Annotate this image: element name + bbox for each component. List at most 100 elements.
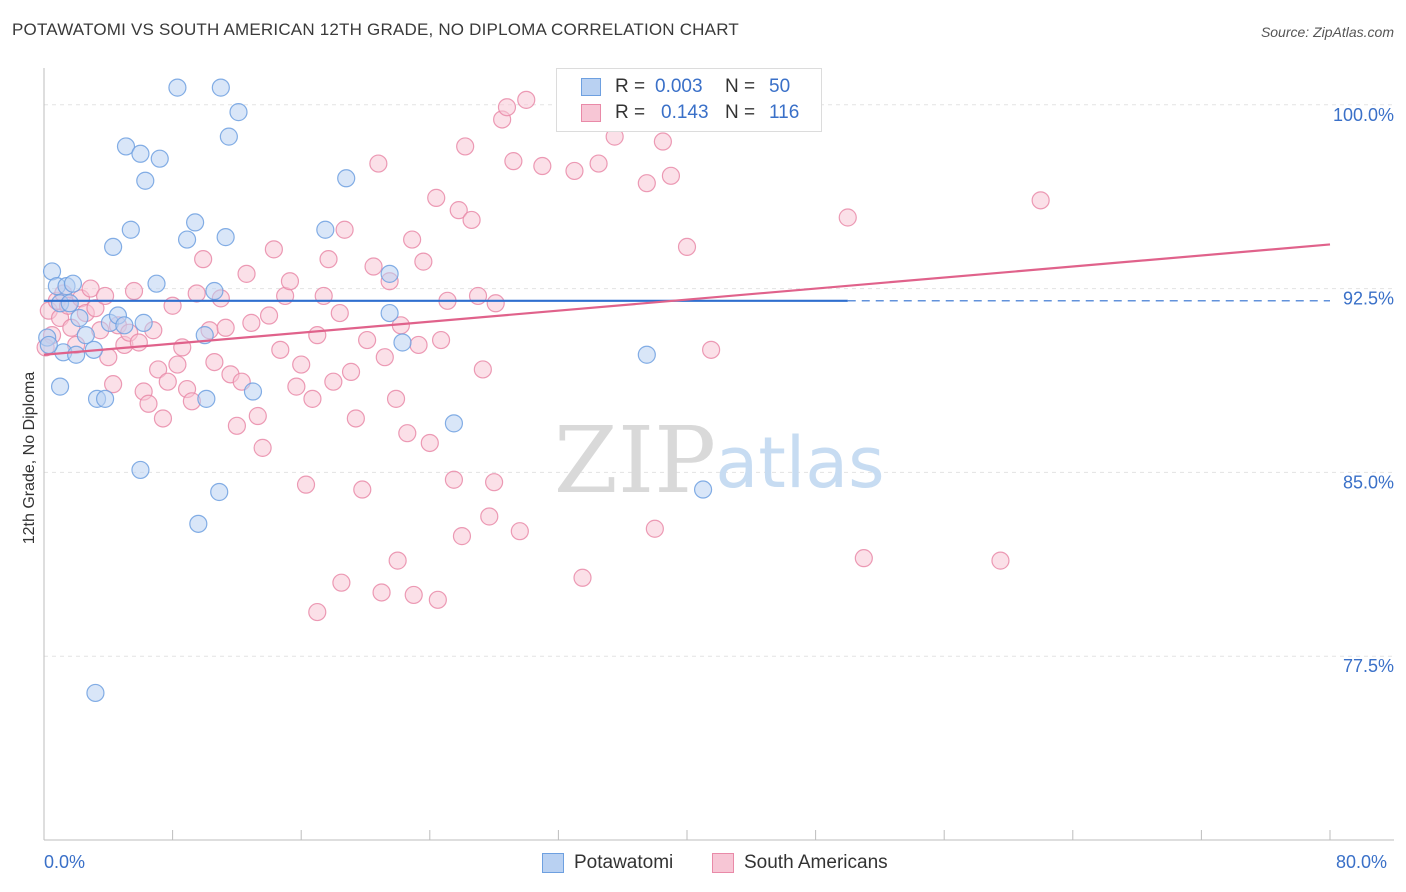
data-point [637,174,656,193]
data-point [449,201,468,220]
x-tick-max: 80.0% [1336,852,1388,872]
data-point [121,220,140,239]
data-point [991,551,1010,570]
data-point [517,90,536,109]
legend-n-label: N = [725,76,756,97]
data-point [480,507,499,526]
data-point [95,389,115,408]
data-point [227,416,246,435]
data-point [129,333,148,352]
series-south-americans [36,83,1050,622]
legend-r-label: R = [615,102,646,123]
x-tick-min: 0.0% [44,852,86,872]
data-point [197,389,216,408]
legend-r-value: 0.143 [661,102,709,123]
data-point [248,406,267,426]
data-point [403,230,422,249]
data-point [504,152,523,171]
data-point [485,473,504,492]
data-point [237,264,256,283]
data-point [388,551,407,570]
legend-r-label: R = [615,76,646,97]
data-point [177,230,197,249]
data-point [158,372,177,391]
data-point [398,424,417,443]
data-point [287,377,306,396]
data-point [104,375,123,394]
data-point [186,213,205,232]
data-point [264,240,283,259]
data-point [1031,191,1050,210]
data-point [444,470,464,489]
data-point [131,460,150,480]
data-point [452,527,472,546]
data-point [702,340,721,359]
data-point [375,348,394,367]
data-point [81,279,100,298]
data-point [86,299,105,318]
data-point [358,330,377,350]
data-point [229,103,248,122]
data-point [404,585,423,605]
bottom-legend-south-americans: South Americans [712,852,888,874]
legend-row-potawatomi: R = 0.003 N = 50 [581,75,790,99]
data-point [139,394,158,413]
y-tick-label: 92.5% [1343,289,1394,309]
data-point [70,308,89,328]
data-point [134,313,153,332]
data-point [346,409,365,428]
data-point [637,345,656,364]
data-point [150,149,169,168]
source-label: Source: ZipAtlas.com [1260,24,1394,40]
data-point [259,306,279,325]
data-point [456,137,475,156]
bottom-legend-swatch-south-americans [712,853,734,873]
data-point [280,272,300,291]
stats-legend: R = 0.003 N = 50 R = 0.143 N = 116 [556,68,822,132]
data-point [205,352,224,372]
data-point [168,78,187,97]
data-point [565,161,584,181]
data-point [216,228,235,247]
data-point [189,514,208,533]
data-point [149,360,168,379]
data-point [187,284,206,303]
data-point [431,330,451,350]
data-point [308,326,327,345]
data-point [86,683,105,703]
watermark-atlas: atlas [715,422,884,504]
y-tick-label: 77.5% [1343,656,1394,676]
data-point [341,362,361,381]
y-tick-label: 100.0% [1333,105,1394,125]
bottom-legend-label: South Americans [744,852,888,873]
data-point [473,360,492,379]
y-tick-labels: 100.0% 92.5% 85.0% 77.5% [1333,105,1394,676]
data-point [131,144,150,163]
legend-n-value: 116 [769,102,800,123]
legend-n-value: 50 [769,76,791,97]
data-point [210,482,229,502]
data-point [296,475,316,494]
data-point [136,171,155,190]
data-point [573,568,592,587]
data-point [369,154,388,173]
data-point [332,573,351,592]
data-point [335,220,354,239]
bottom-legend-label: Potawatomi [574,852,674,873]
data-point [292,355,311,374]
legend-swatch-south-americans [581,104,601,122]
data-point [380,303,399,323]
axes [43,68,1394,841]
data-point [444,414,464,433]
data-point [216,318,235,337]
data-point [324,372,343,391]
data-point [242,313,261,332]
data-point [393,333,412,352]
data-point [219,127,238,146]
data-point [693,480,713,499]
data-point [63,274,83,293]
y-tick-label: 85.0% [1343,472,1394,492]
bottom-legend-potawatomi: Potawatomi [542,852,673,874]
bottom-legend: Potawatomi South Americans [0,852,1406,878]
data-point [380,264,399,283]
